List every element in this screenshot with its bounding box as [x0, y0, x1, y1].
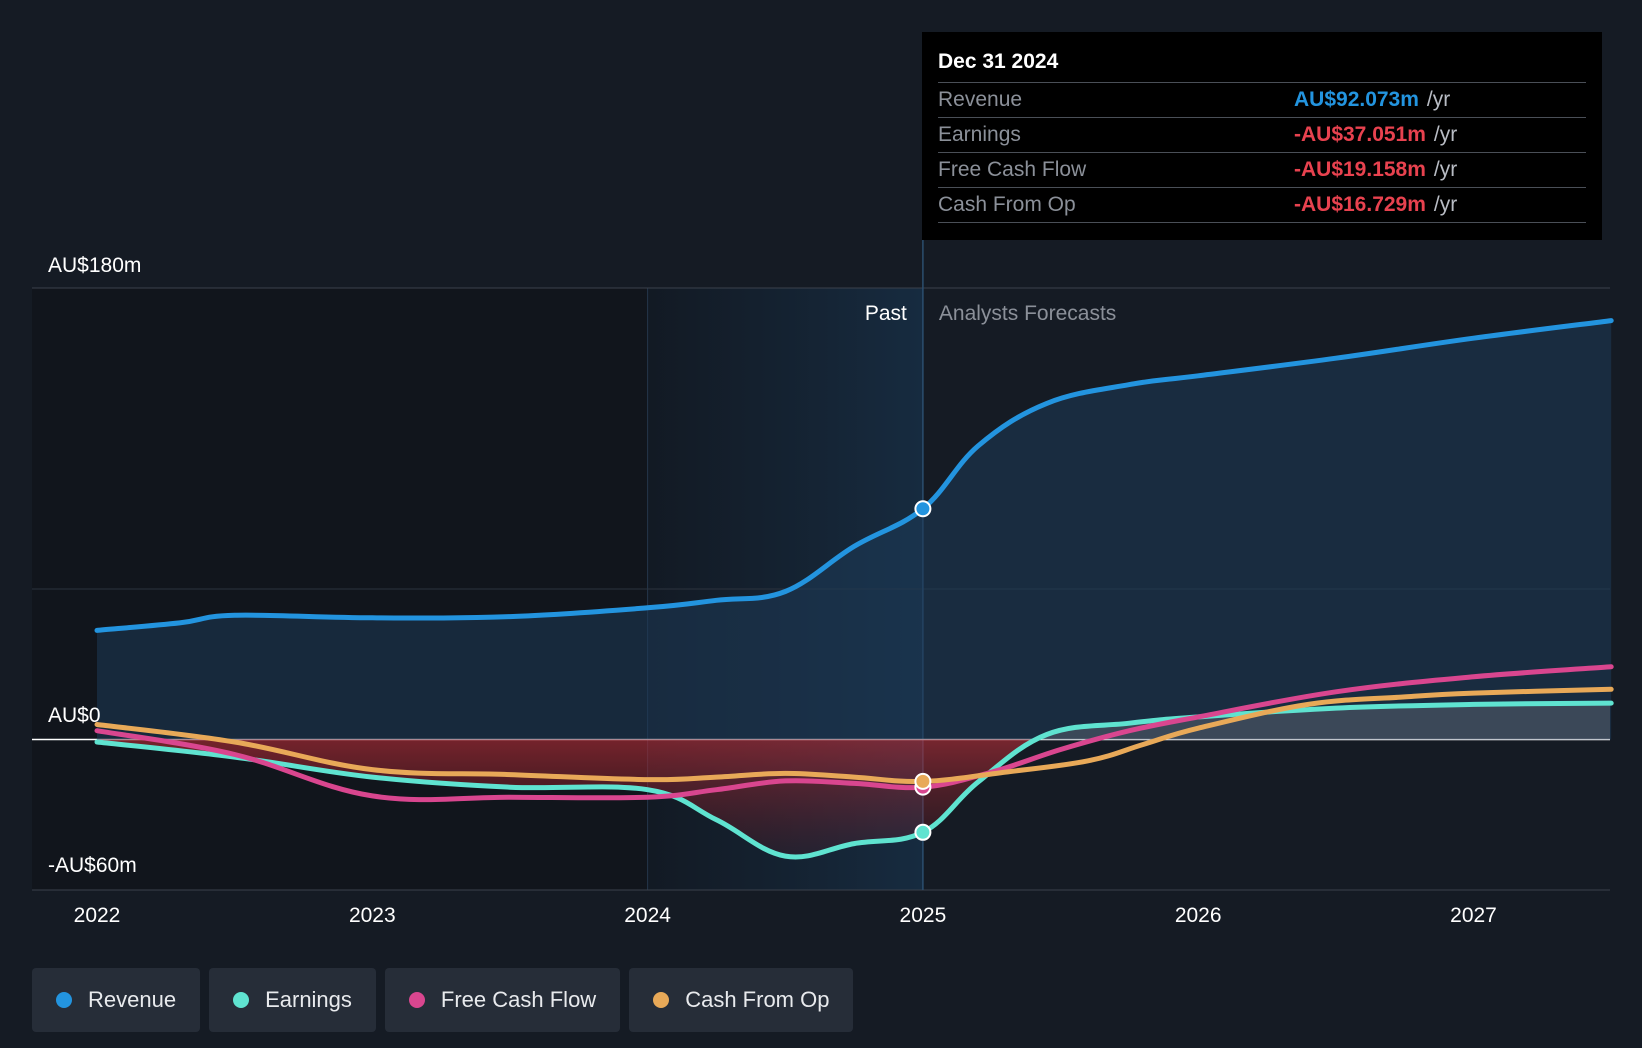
earnings-dot-icon — [233, 992, 250, 1008]
y-tick-label-bottom: -AU$60m — [48, 854, 137, 877]
revenue-area — [97, 320, 1612, 740]
forecast-label: Analysts Forecasts — [939, 302, 1116, 325]
legend-item-fcf[interactable]: Free Cash Flow — [384, 968, 621, 1032]
revenue-line — [94, 318, 1614, 633]
legend-label: Free Cash Flow — [440, 987, 597, 1012]
x-tick-label: 2025 — [900, 904, 947, 927]
x-tick-label: 2026 — [1175, 904, 1222, 927]
tooltip-label: Earnings — [938, 123, 1021, 146]
y-tick-label-top: AU$180m — [48, 254, 141, 277]
legend-label: Cash From Op — [685, 987, 830, 1012]
x-tick-label: 2027 — [1450, 904, 1497, 927]
tooltip-value: -AU$37.051m — [1294, 123, 1426, 146]
revenue-marker — [914, 500, 932, 518]
tooltip-unit: /yr — [1433, 123, 1458, 146]
tooltip-label: Cash From Op — [938, 193, 1076, 216]
tooltip-row-revenue: Revenue AU$92.073m /yr — [938, 82, 1586, 117]
fcf-dot-icon — [408, 992, 425, 1008]
legend-label: Earnings — [265, 987, 352, 1012]
tooltip-row-cfo: Cash From Op -AU$16.729m /yr — [938, 187, 1586, 223]
legend-item-earnings[interactable]: Earnings — [209, 968, 376, 1032]
tooltip-unit: /yr — [1426, 88, 1451, 111]
fcf-line — [94, 664, 1614, 803]
tooltip-unit: /yr — [1433, 158, 1458, 181]
y-tick-label-zero: AU$0 — [48, 704, 101, 727]
tooltip-label: Free Cash Flow — [938, 158, 1087, 181]
past-label: Past — [865, 302, 907, 325]
tooltip-panel: Dec 31 2024 Revenue AU$92.073m /yr Earni… — [922, 32, 1602, 240]
tooltip-value: -AU$19.158m — [1294, 158, 1426, 181]
tooltip-value: AU$92.073m — [1294, 88, 1419, 111]
x-tick-label: 2022 — [74, 904, 121, 927]
earnings-loss-area — [97, 739, 1610, 857]
tooltip-value: -AU$16.729m — [1294, 193, 1426, 216]
x-tick-label: 2024 — [624, 904, 671, 927]
earnings-marker — [914, 823, 932, 841]
legend: Revenue Earnings Free Cash Flow Cash Fro… — [32, 968, 854, 1032]
cfo-marker — [914, 772, 932, 790]
legend-item-cfo[interactable]: Cash From Op — [629, 968, 854, 1032]
tooltip-row-fcf: Free Cash Flow -AU$19.158m /yr — [938, 152, 1586, 187]
legend-item-revenue[interactable]: Revenue — [32, 968, 201, 1032]
tooltip-label: Revenue — [938, 88, 1023, 111]
x-tick-label: 2023 — [349, 904, 396, 927]
cfo-line — [94, 686, 1614, 785]
earnings-line — [94, 700, 1614, 860]
tooltip-row-earnings: Earnings -AU$37.051m /yr — [938, 117, 1586, 152]
tooltip-unit: /yr — [1433, 193, 1458, 216]
revenue-dot-icon — [56, 992, 72, 1008]
cfo-dot-icon — [653, 992, 670, 1008]
tooltip-date: Dec 31 2024 — [938, 50, 1059, 73]
earnings-profit-area — [97, 703, 1610, 740]
legend-label: Revenue — [88, 987, 177, 1012]
